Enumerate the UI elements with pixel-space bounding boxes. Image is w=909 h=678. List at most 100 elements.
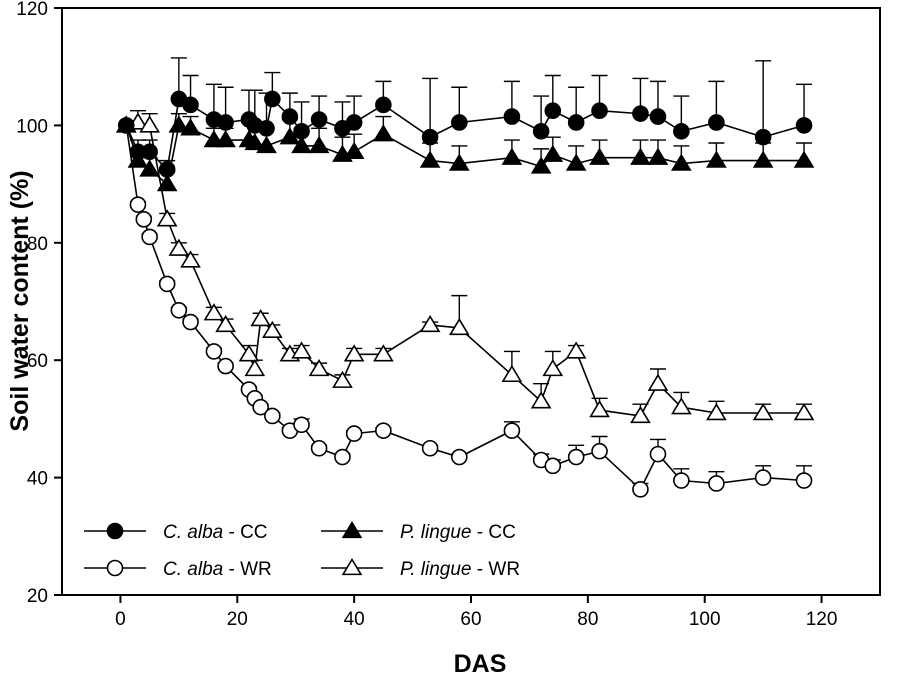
data-point (671, 153, 692, 171)
data-point (180, 250, 201, 268)
data-point (591, 102, 608, 120)
x-tick-label: 120 (806, 609, 838, 630)
data-point (139, 159, 160, 177)
y-tick-label: 120 (16, 0, 48, 20)
data-point (673, 472, 690, 489)
data-point (345, 425, 363, 442)
data-point (754, 128, 772, 146)
legend-item-c-alba-cc: C. alba - CC (84, 522, 268, 543)
data-point (793, 402, 815, 421)
data-point (565, 153, 587, 171)
data-point (156, 174, 178, 192)
data-point (649, 108, 667, 125)
data-point (158, 275, 176, 293)
data-point (244, 132, 266, 151)
data-point (451, 448, 468, 466)
data-point (217, 114, 234, 131)
data-point (630, 147, 651, 165)
y-tick-label: 100 (16, 116, 48, 137)
data-point (532, 122, 550, 140)
data-point (158, 161, 176, 178)
data-point (217, 357, 234, 375)
y-tick-label: 40 (27, 469, 48, 490)
data-point (647, 373, 669, 391)
data-point (632, 105, 649, 122)
series-c-alba-cc (117, 57, 813, 178)
data-point (673, 122, 690, 140)
data-point (141, 143, 158, 161)
legend-treatment: - CC (223, 522, 267, 543)
data-point (293, 416, 310, 434)
data-point (264, 407, 281, 425)
data-point (501, 364, 523, 383)
data-point (565, 341, 587, 359)
data-point (238, 344, 260, 362)
data-point (129, 196, 147, 213)
series-c-alba-wr (117, 117, 813, 498)
data-point (308, 358, 330, 377)
legend-species: C. alba (163, 559, 223, 580)
legend-item-c-alba-wr: C. alba - WR (84, 559, 272, 580)
data-point (544, 457, 562, 475)
data-point (530, 156, 552, 174)
data-point (630, 405, 651, 424)
data-point (451, 114, 468, 131)
data-point (544, 102, 562, 120)
data-point (503, 422, 521, 439)
data-point (258, 120, 275, 137)
data-point (293, 122, 310, 140)
data-point (530, 391, 552, 409)
data-point (647, 147, 669, 165)
data-point (591, 442, 608, 460)
data-point (567, 114, 585, 131)
legend-label: C. alba - WR (163, 559, 272, 580)
legend: C. alba - CC C. alba - WR P. lingue - CC P.… (84, 520, 520, 580)
x-tick-label: 40 (344, 609, 365, 630)
data-point (250, 309, 271, 327)
data-point (542, 358, 564, 377)
data-point (754, 469, 772, 486)
y-tick-label: 20 (27, 586, 48, 607)
x-tick-label: 0 (115, 609, 126, 630)
legend-item-p-lingue-cc: P. lingue - CC (321, 520, 516, 543)
data-point (793, 150, 815, 168)
data-point (244, 358, 266, 377)
data-point (135, 211, 153, 228)
data-point (205, 343, 223, 360)
data-point (649, 445, 667, 463)
data-point (264, 90, 281, 108)
series-line (125, 125, 805, 491)
legend-marker (106, 559, 124, 577)
data-point (139, 115, 160, 133)
data-point (795, 117, 813, 134)
data-point (291, 135, 312, 154)
data-point (343, 141, 365, 159)
data-point (281, 108, 299, 125)
data-point (421, 128, 439, 146)
data-point (291, 341, 312, 359)
x-axis-title: DAS (454, 650, 507, 678)
data-point (421, 439, 439, 457)
data-point (334, 448, 351, 466)
data-point (706, 150, 727, 168)
data-point (373, 124, 394, 142)
data-point (752, 150, 774, 168)
y-tick-label: 60 (27, 351, 48, 372)
data-point (589, 147, 610, 165)
x-tick-label: 80 (577, 609, 598, 630)
data-point (419, 150, 441, 168)
data-point (706, 402, 727, 421)
legend-marker (341, 557, 363, 576)
data-point (567, 448, 585, 466)
x-tick-label: 20 (227, 609, 248, 630)
data-point (542, 144, 564, 162)
legend-species: P. lingue (400, 559, 472, 580)
data-point (117, 117, 135, 134)
legend-marker (106, 522, 124, 540)
data-point (708, 114, 725, 131)
data-point (256, 135, 277, 154)
series-p-lingue-wr (115, 110, 815, 424)
axis-ticks: 0 20 40 60 80 100 120 20 40 60 80 100 120 (16, 0, 837, 630)
